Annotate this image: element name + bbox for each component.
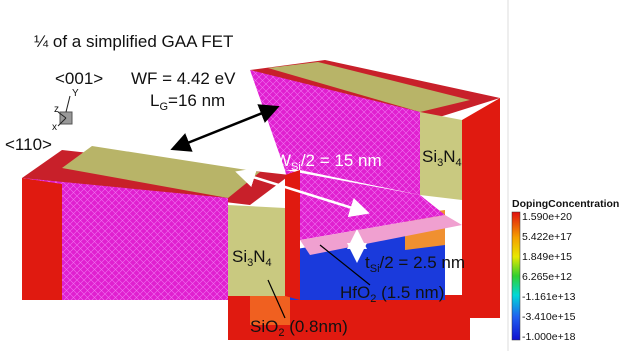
colorbar-label: -3.410e+15 [522, 311, 576, 323]
colorbar [512, 212, 520, 340]
lg-arrow [175, 108, 275, 148]
title: ¼ of a simplified GAA FET [34, 32, 233, 51]
annotation: tSi/2 = 2.5 nm [365, 253, 465, 275]
annotation: WF = 4.42 eV [131, 69, 236, 88]
axis-label: z [54, 104, 59, 115]
axis-label: Y [72, 88, 79, 99]
colorbar-label: 5.422e+17 [522, 231, 572, 243]
colorbar-label: 1.590e+20 [522, 211, 572, 223]
axis-label: x [52, 122, 57, 133]
annotation: SiO2 (0.8nm) [250, 317, 348, 339]
colorbar-title: DopingConcentration [512, 198, 619, 210]
colorbar-label: -1.161e+13 [522, 291, 576, 303]
annotation: WSi/2 = 15 nm [275, 151, 382, 173]
colorbar-label: 1.849e+15 [522, 251, 572, 263]
annotation: HfO2 (1.5 nm) [340, 283, 444, 305]
axis-label: <110> [5, 135, 52, 154]
colorbar-label: 6.265e+12 [522, 271, 572, 283]
annotation: LG=16 nm [150, 91, 225, 113]
axis-icon [58, 96, 72, 126]
figure: ¼ of a simplified GAA FET <001> <110> Y … [0, 0, 631, 351]
colorbar-label: -1.000e+18 [522, 331, 576, 343]
axis-label: <001> [55, 69, 103, 88]
colorbar-labels: 1.590e+20 5.422e+17 1.849e+15 6.265e+12 -1.1… [522, 211, 576, 343]
